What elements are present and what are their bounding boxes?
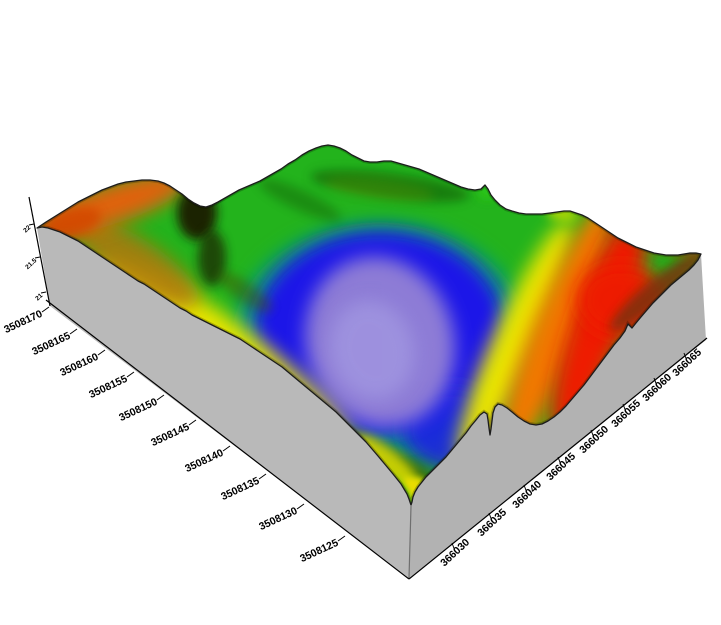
z-axis-tick xyxy=(40,291,47,294)
nw-dark-streak xyxy=(218,271,272,313)
z-axis-tick-label: 22 xyxy=(22,224,32,234)
y-axis-tick xyxy=(188,419,197,426)
x-axis-line xyxy=(408,337,708,580)
y-axis-tick xyxy=(337,535,346,542)
x-axis-tick xyxy=(557,456,562,466)
east-orange-band xyxy=(499,201,613,459)
y-axis-tick-label: 3508135 xyxy=(219,475,261,503)
y-axis-tick xyxy=(156,394,165,401)
z-axis-tick xyxy=(28,223,35,226)
x-axis-tick xyxy=(653,377,658,387)
y-axis-tick xyxy=(296,503,305,510)
south-wall xyxy=(409,254,706,578)
y-axis-line xyxy=(45,299,410,580)
z-axis-tick-label: 21.5 xyxy=(24,257,38,271)
east-yellow-band xyxy=(457,221,573,463)
block-walls xyxy=(37,227,706,579)
y-axis-tick-label: 3508160 xyxy=(58,351,100,379)
y-axis-tick-label: 3508130 xyxy=(257,505,299,533)
ne-brown-rim xyxy=(609,249,701,331)
basin-purple-light-center xyxy=(329,300,415,400)
x-axis-tick xyxy=(590,429,595,439)
ridge-shadow-west xyxy=(258,178,342,222)
x-axis-tick xyxy=(488,512,493,522)
y-axis-tick-label: 3508165 xyxy=(30,330,72,358)
x-axis-tick xyxy=(451,542,456,552)
z-axis-tick-label: 21 xyxy=(34,292,44,302)
y-axis-tick xyxy=(97,349,106,356)
y-axis-tick xyxy=(222,445,231,452)
surface-outline xyxy=(36,144,702,506)
x-axis-tick xyxy=(683,352,688,362)
wall-corner-edge xyxy=(408,505,412,579)
ridge-shadow-main xyxy=(310,169,470,203)
z-axis-line xyxy=(28,196,51,307)
y-axis-tick-label: 3508150 xyxy=(117,396,159,424)
y-axis-tick xyxy=(258,473,267,480)
y-axis-tick xyxy=(69,328,78,335)
west-wall xyxy=(37,227,411,578)
nw-ochre-slope xyxy=(70,216,200,308)
y-axis-tick-label: 3508140 xyxy=(183,447,225,475)
y-axis-tick xyxy=(126,371,135,378)
y-axis-tick xyxy=(41,306,50,313)
x-axis-tick xyxy=(622,403,627,413)
nw-dark-tail xyxy=(198,230,226,286)
x-axis-tick xyxy=(523,484,528,494)
y-axis-tick-label: 3508170 xyxy=(2,308,44,336)
y-axis-tick-label: 3508125 xyxy=(298,537,340,565)
z-axis-tick xyxy=(34,256,41,259)
corner-yellow-spike xyxy=(403,478,424,505)
y-axis-tick-label: 3508145 xyxy=(149,421,191,449)
y-axis-tick-label: 3508155 xyxy=(87,373,129,401)
